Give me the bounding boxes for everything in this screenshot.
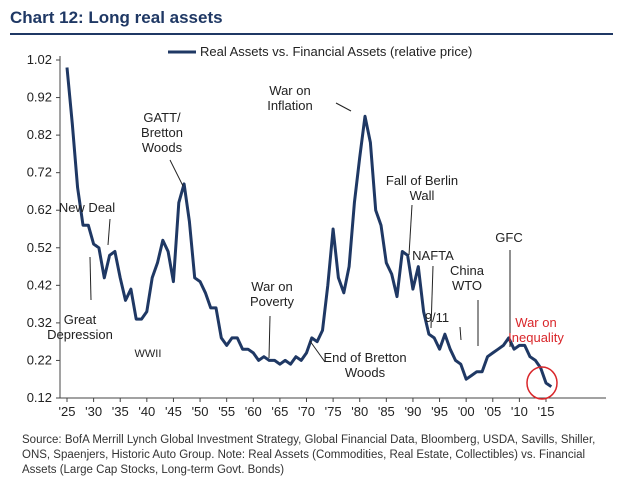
annotation-leader xyxy=(107,218,111,246)
x-axis-ticks: '25 '30 '35 '40 '45 '50 '55 '60 '65 '70 '75 '80 '85 '… xyxy=(59,398,555,419)
annotation-label: Poverty xyxy=(250,294,295,309)
x-tick-label: '40 xyxy=(138,404,155,419)
annotation-label: Great xyxy=(64,312,97,327)
annotation-label: GATT/ xyxy=(143,110,181,125)
y-tick-label: 0.12 xyxy=(27,390,52,405)
x-tick-label: '65 xyxy=(271,404,288,419)
annotation-label: China xyxy=(450,263,485,278)
series-layer xyxy=(65,67,553,388)
annotation-label: End of Bretton xyxy=(323,350,406,365)
y-tick-label: 0.42 xyxy=(27,277,52,292)
y-tick-label: 1.02 xyxy=(27,52,52,67)
annotation-label: Inequality xyxy=(508,330,564,345)
x-tick-label: '10 xyxy=(511,404,528,419)
annotation-label: GFC xyxy=(495,230,522,245)
x-tick-label: '80 xyxy=(351,404,368,419)
x-tick-label: '55 xyxy=(218,404,235,419)
annotation-leader xyxy=(459,326,462,341)
y-tick-label: 0.72 xyxy=(27,165,52,180)
annotation-label: 9/11 xyxy=(425,310,449,325)
annotation-label: NAFTA xyxy=(412,248,454,263)
title-rule xyxy=(10,33,613,35)
annotation-label: War on xyxy=(251,279,292,294)
annotation-label: Inflation xyxy=(267,98,313,113)
annotation-leader xyxy=(408,204,413,256)
x-tick-label: '85 xyxy=(378,404,395,419)
annotation-leader xyxy=(89,256,92,301)
y-axis-ticks: 0.12 0.22 0.32 0.42 0.52 0.62 0.72 0.82 0.92 1.02 xyxy=(27,52,60,405)
x-tick-label: '05 xyxy=(484,404,501,419)
y-tick-label: 0.82 xyxy=(27,127,52,142)
series-line xyxy=(65,67,553,388)
annotation-leader xyxy=(169,159,184,187)
x-tick-label: '25 xyxy=(59,404,76,419)
annotations-layer: New DealGreatDepressionWWIIGATT/BrettonW… xyxy=(47,83,564,400)
x-tick-label: '50 xyxy=(192,404,209,419)
x-tick-label: '60 xyxy=(245,404,262,419)
y-tick-label: 0.62 xyxy=(27,202,52,217)
x-tick-label: '15 xyxy=(538,404,555,419)
x-tick-label: '30 xyxy=(85,404,102,419)
annotation-label: Fall of Berlin xyxy=(386,173,458,188)
y-tick-label: 0.92 xyxy=(27,90,52,105)
y-tick-label: 0.52 xyxy=(27,240,52,255)
x-tick-label: '75 xyxy=(325,404,342,419)
chart-title: Chart 12: Long real assets xyxy=(10,8,223,27)
annotation-label: Woods xyxy=(142,140,183,155)
annotation-leader xyxy=(309,340,326,363)
annotation-leader xyxy=(335,102,352,112)
annotation-label: Wall xyxy=(410,188,435,203)
x-tick-label: '70 xyxy=(298,404,315,419)
annotation-label: War on xyxy=(515,315,556,330)
annotation-label: Depression xyxy=(47,327,113,342)
x-tick-label: '90 xyxy=(404,404,421,419)
annotation-label: Woods xyxy=(345,365,386,380)
x-tick-label: '45 xyxy=(165,404,182,419)
annotation-label: WTO xyxy=(452,278,482,293)
highlight-circle xyxy=(526,366,558,400)
x-tick-label: '00 xyxy=(458,404,475,419)
source-note: Source: BofA Merrill Lynch Global Invest… xyxy=(22,434,596,476)
x-tick-label: '35 xyxy=(112,404,129,419)
x-tick-label: '95 xyxy=(431,404,448,419)
y-tick-label: 0.22 xyxy=(27,352,52,367)
annotation-label: Bretton xyxy=(141,125,183,140)
y-tick-label: 0.32 xyxy=(27,315,52,330)
legend-label: Real Assets vs. Financial Assets (relati… xyxy=(200,44,472,59)
annotation-leader xyxy=(268,315,271,359)
annotation-label: WWII xyxy=(135,348,162,360)
annotation-label: War on xyxy=(269,83,310,98)
annotation-label: New Deal xyxy=(59,200,115,215)
annotation-leader xyxy=(430,265,434,329)
chart: 0.12 0.22 0.32 0.42 0.52 0.62 0.72 0.82 0.92 1.02… xyxy=(27,44,606,419)
legend: Real Assets vs. Financial Assets (relati… xyxy=(168,44,472,59)
